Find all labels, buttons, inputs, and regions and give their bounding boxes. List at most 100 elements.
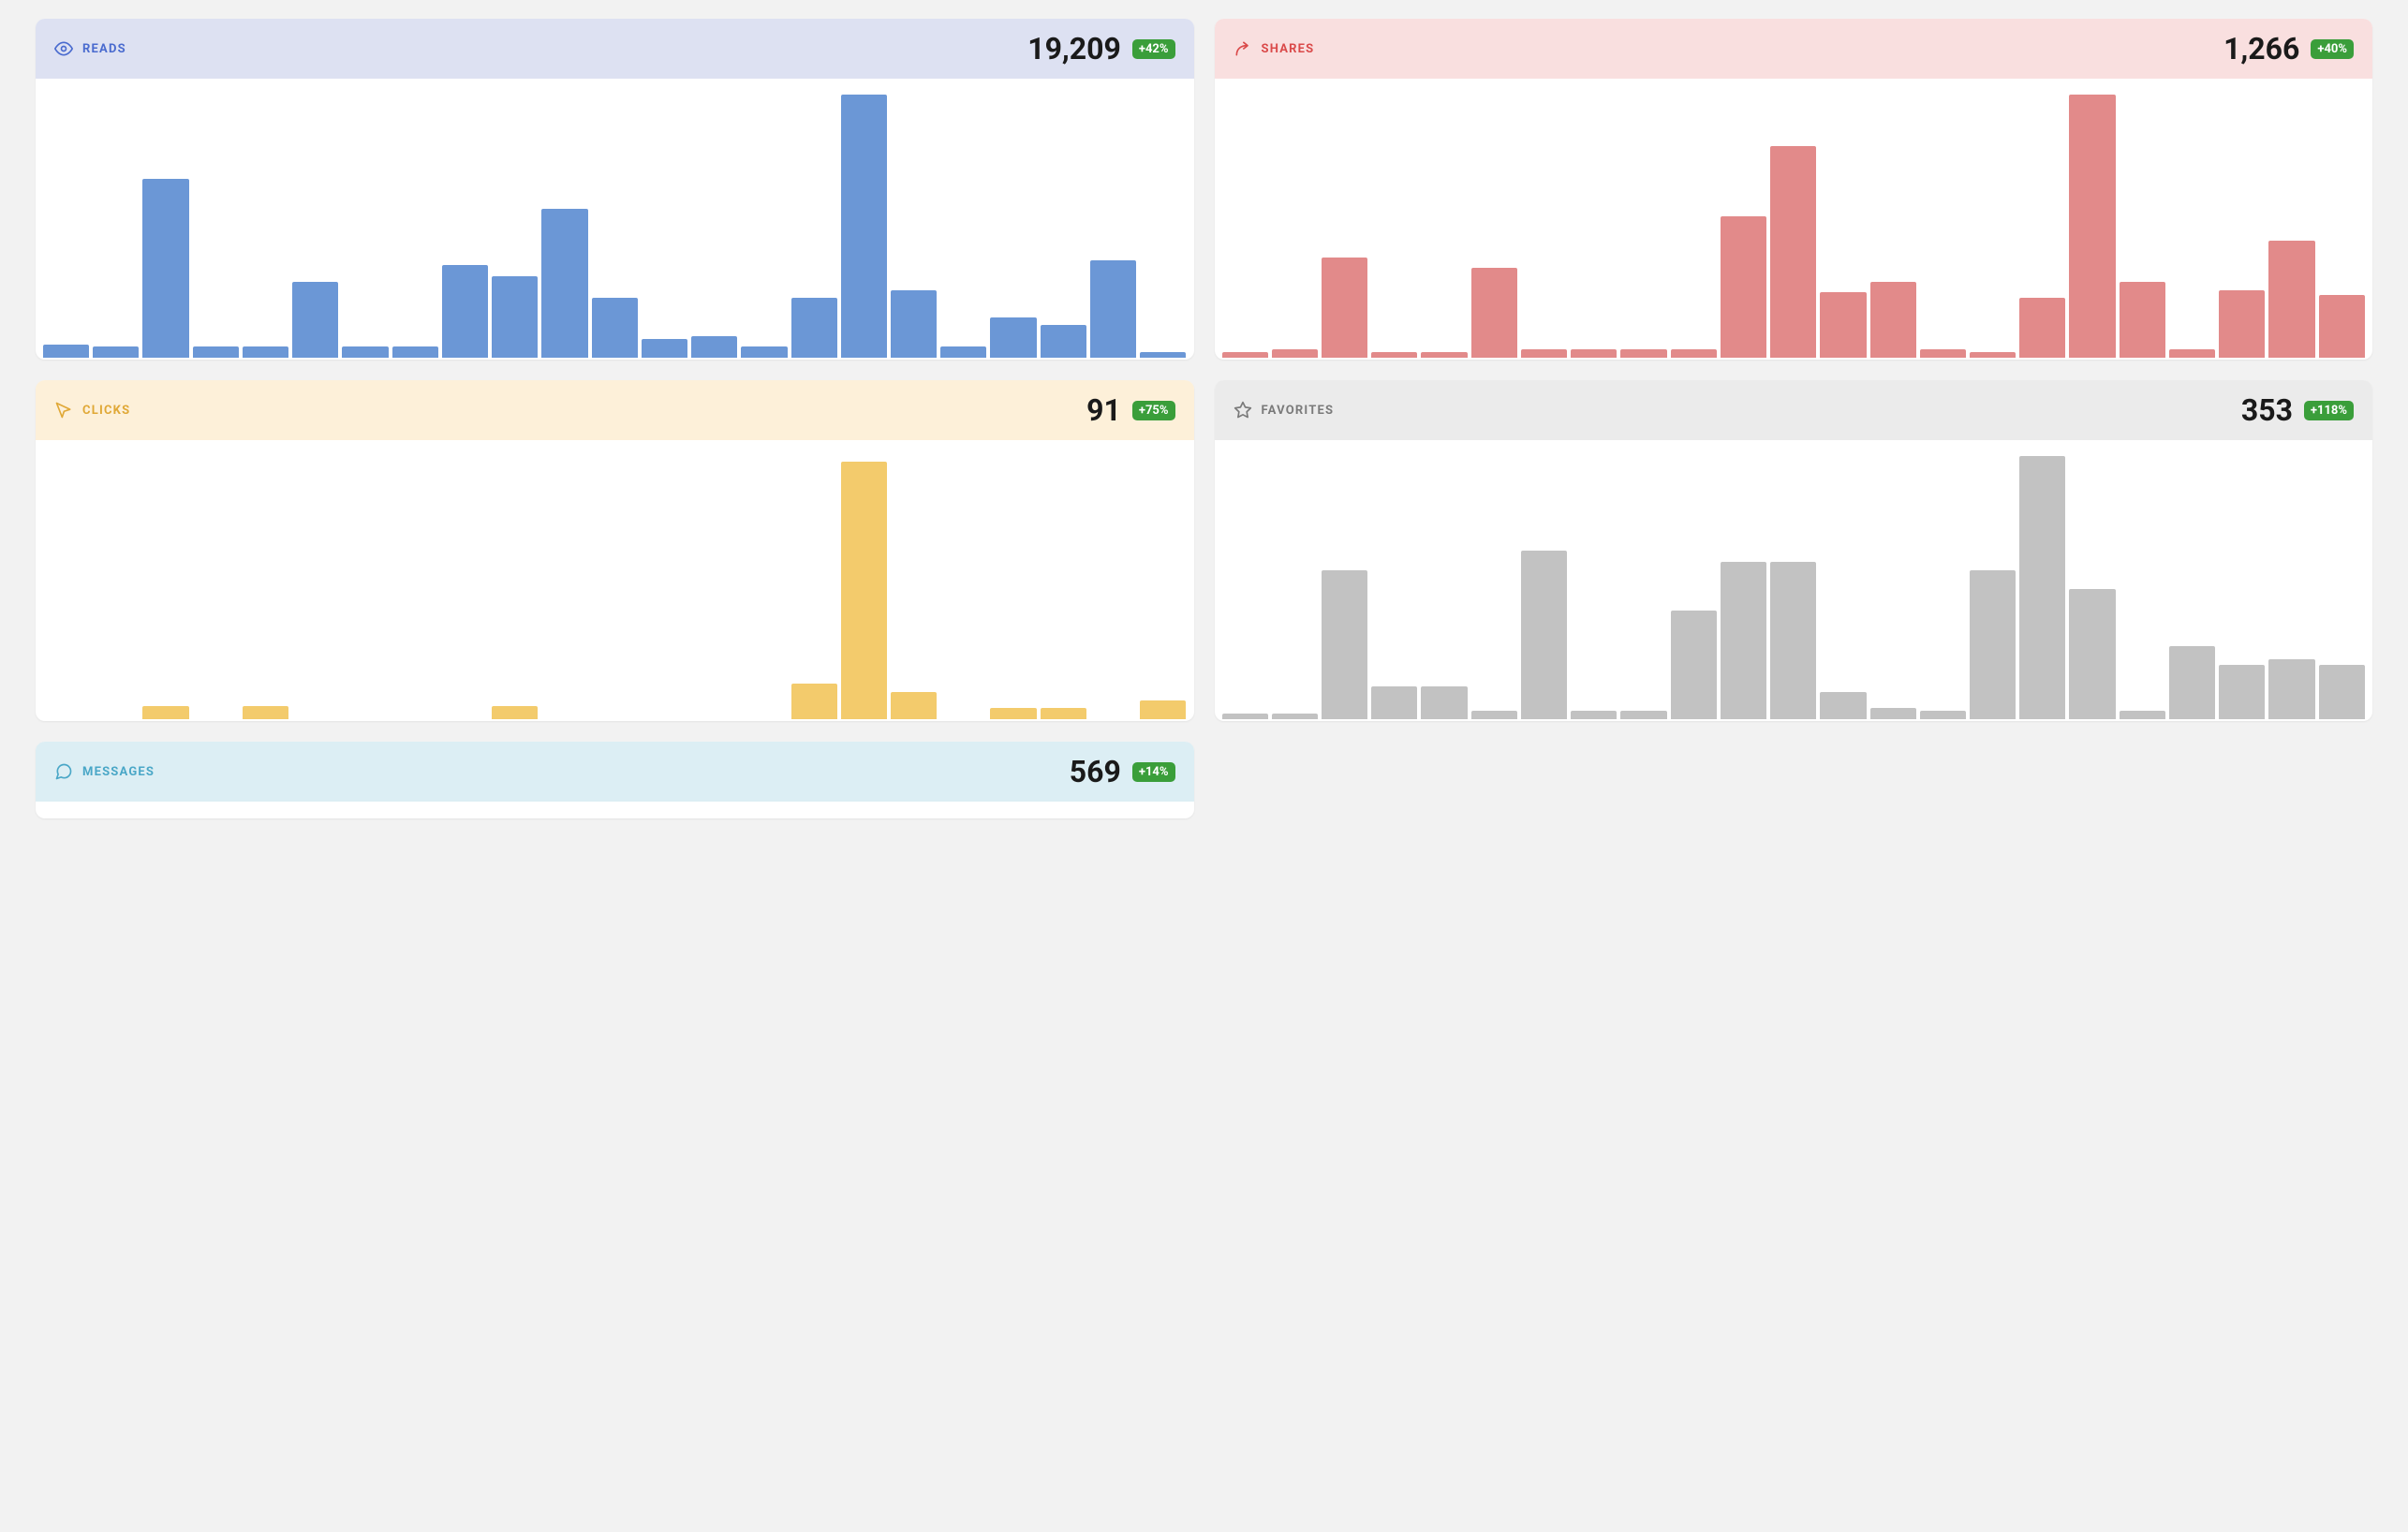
card-value: 91 — [1086, 395, 1121, 425]
chart-bar — [1671, 349, 1717, 358]
card-label: CLICKS — [82, 404, 130, 418]
chart-bar — [1721, 216, 1766, 358]
chart-bar — [691, 336, 737, 358]
chart-bar — [990, 317, 1036, 359]
chart-bar — [741, 346, 787, 358]
card-value: 1,266 — [2223, 34, 2299, 64]
chart-bar — [142, 179, 188, 358]
chart-reads — [36, 79, 1194, 360]
card-label-group: SHARES — [1234, 39, 2213, 58]
chart-bar — [1571, 349, 1617, 358]
delta-badge: +75% — [1132, 401, 1175, 420]
chart-bar — [243, 706, 288, 720]
chart-bar — [791, 684, 837, 719]
chart-bar — [43, 345, 89, 359]
card-clicks[interactable]: CLICKS 91 +75% — [36, 380, 1194, 721]
chart-bar — [193, 346, 239, 358]
cursor-icon — [54, 401, 73, 420]
delta-badge: +118% — [2304, 401, 2354, 420]
card-label-group: MESSAGES — [54, 762, 1058, 781]
chart-bar — [2268, 659, 2314, 719]
chart-bar — [2120, 711, 2165, 719]
chart-bar — [990, 708, 1036, 719]
chart-bar — [1041, 325, 1086, 358]
chart-bar — [1521, 349, 1567, 358]
chart-bar — [1371, 686, 1417, 719]
chart-bar — [1820, 692, 1866, 719]
chart-bar — [642, 339, 687, 358]
chart-bar — [2019, 456, 2065, 719]
card-shares[interactable]: SHARES 1,266 +40% — [1215, 19, 2373, 360]
chart-bar — [2319, 295, 2365, 358]
card-label: MESSAGES — [82, 765, 155, 779]
chart-bar — [541, 209, 587, 359]
chart-clicks — [36, 440, 1194, 721]
card-messages[interactable]: MESSAGES 569 +14% — [36, 742, 1194, 818]
share-arrow-icon — [1234, 39, 1252, 58]
card-value: 353 — [2241, 395, 2293, 425]
chart-bar — [292, 282, 338, 358]
chart-bar — [1272, 714, 1318, 719]
chart-bar — [142, 706, 188, 720]
chart-bar — [1322, 258, 1367, 358]
card-label-group: CLICKS — [54, 401, 1075, 420]
chart-bar — [1140, 700, 1186, 719]
chart-bar — [2120, 282, 2165, 358]
card-value: 19,209 — [1027, 34, 1121, 64]
delta-badge: +14% — [1132, 762, 1175, 782]
eye-icon — [54, 39, 73, 58]
chart-bar — [1820, 292, 1866, 358]
chart-bar — [1770, 562, 1816, 719]
chart-bar — [1620, 349, 1666, 358]
card-header-shares: SHARES 1,266 +40% — [1215, 19, 2373, 79]
chart-bar — [1870, 282, 1916, 358]
chart-bar — [592, 298, 638, 358]
dashboard-grid: READS 19,209 +42% SHARES 1,266 +40% — [36, 19, 2372, 818]
chart-bar — [891, 692, 937, 719]
chart-bar — [1870, 708, 1916, 719]
card-value: 569 — [1070, 757, 1121, 787]
card-reads[interactable]: READS 19,209 +42% — [36, 19, 1194, 360]
card-label: READS — [82, 42, 126, 56]
chart-bar — [1471, 268, 1517, 358]
chart-bar — [1272, 349, 1318, 358]
chart-bar — [1970, 352, 2016, 358]
chart-bar — [1140, 352, 1186, 358]
chart-bar — [2219, 665, 2265, 719]
card-favorites[interactable]: FAVORITES 353 +118% — [1215, 380, 2373, 721]
chart-bar — [1421, 686, 1467, 719]
chart-shares — [1215, 79, 2373, 360]
chart-bar — [442, 265, 488, 358]
chart-bar — [2319, 665, 2365, 719]
chart-bar — [2268, 241, 2314, 358]
chart-bar — [243, 346, 288, 358]
chart-bar — [2169, 349, 2215, 358]
card-label-group: FAVORITES — [1234, 401, 2230, 420]
chart-bar — [2019, 298, 2065, 358]
card-label: FAVORITES — [1262, 404, 1335, 418]
chart-bar — [1920, 711, 1966, 719]
chart-bar — [1521, 551, 1567, 719]
chart-bar — [1620, 711, 1666, 719]
chart-bar — [1371, 352, 1417, 358]
chart-bar — [1090, 260, 1136, 358]
delta-badge: +40% — [2311, 39, 2354, 59]
card-label: SHARES — [1262, 42, 1315, 56]
chart-favorites — [1215, 440, 2373, 721]
chart-bar — [492, 276, 538, 358]
card-header-clicks: CLICKS 91 +75% — [36, 380, 1194, 440]
chart-bar — [1041, 708, 1086, 719]
chart-bar — [2069, 589, 2115, 719]
card-label-group: READS — [54, 39, 1016, 58]
chart-bar — [93, 346, 139, 358]
chart-bar — [791, 298, 837, 358]
card-header-favorites: FAVORITES 353 +118% — [1215, 380, 2373, 440]
chart-bar — [1571, 711, 1617, 719]
chart-bar — [1222, 714, 1268, 719]
chart-bar — [1671, 611, 1717, 719]
chart-bar — [841, 95, 887, 358]
card-header-messages: MESSAGES 569 +14% — [36, 742, 1194, 802]
chart-bar — [1970, 570, 2016, 720]
chart-bar — [940, 346, 986, 358]
chart-bar — [1222, 352, 1268, 358]
